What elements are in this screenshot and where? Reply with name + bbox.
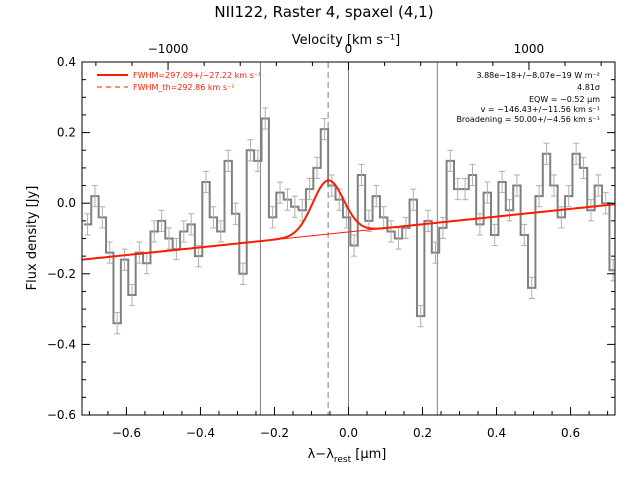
data-histogram xyxy=(83,117,615,325)
x-axis-label: λ−λrest [μm] xyxy=(308,447,387,465)
chart-title: NII122, Raster 4, spaxel (4,1) xyxy=(214,3,433,21)
y-axis-label: Flux density [Jy] xyxy=(25,186,40,291)
y-tick-label: −0.6 xyxy=(47,408,76,422)
x-axis-label-sub: rest xyxy=(334,455,352,465)
x-tick-label: 0.0 xyxy=(339,426,358,440)
annotation-eqw: EQW = −0.52 μm xyxy=(529,95,600,104)
y-tick-label: 0.0 xyxy=(57,196,76,210)
plot-content xyxy=(82,62,615,415)
x-tick-label: −0.6 xyxy=(112,426,141,440)
legend-label-fwhm-th: FWHM_th=292.86 km s⁻¹ xyxy=(133,83,234,92)
fit-curve xyxy=(82,179,615,261)
annotation-significance: 4.81σ xyxy=(577,83,600,92)
y-tick-label: 0.4 xyxy=(57,55,76,69)
top-tick-label: 1000 xyxy=(514,42,545,56)
y-tick-label: −0.4 xyxy=(47,337,76,351)
top-axis-label: Velocity [km s⁻¹] xyxy=(292,33,400,48)
y-tick-label: 0.2 xyxy=(57,126,76,140)
y-tick-label: −0.2 xyxy=(47,267,76,281)
fit-annotations: 3.88e−18+/−8.07e−19 W m⁻² 4.81σ EQW = −0… xyxy=(456,71,600,124)
legend-label-fwhm: FWHM=297.09+/−27.22 km s⁻¹ xyxy=(133,71,261,80)
x-tick-label: −0.4 xyxy=(186,426,215,440)
x-tick-label: 0.6 xyxy=(561,426,580,440)
annotation-flux: 3.88e−18+/−8.07e−19 W m⁻² xyxy=(476,71,600,80)
top-tick-label: 0 xyxy=(345,42,353,56)
annotation-broadening: Broadening = 50.00+/−4.56 km s⁻¹ xyxy=(456,115,600,124)
plot-area: −0.6 −0.4 −0.2 0.0 0.2 0.4 0.6 −0.6 −0.4 −0.2 0.0 0… xyxy=(47,42,616,440)
x-axis-label-unit: [μm] xyxy=(351,447,386,462)
x-tick-label: −0.2 xyxy=(260,426,289,440)
annotation-velocity: v = −146.43+/−11.56 km s⁻¹ xyxy=(481,105,600,114)
top-tick-label: −1000 xyxy=(148,42,189,56)
x-tick-label: 0.2 xyxy=(413,426,432,440)
x-tick-label: 0.4 xyxy=(487,426,506,440)
legend: FWHM=297.09+/−27.22 km s⁻¹ FWHM_th=292.8… xyxy=(97,71,261,92)
x-axis-label-main: λ−λ xyxy=(308,447,335,462)
